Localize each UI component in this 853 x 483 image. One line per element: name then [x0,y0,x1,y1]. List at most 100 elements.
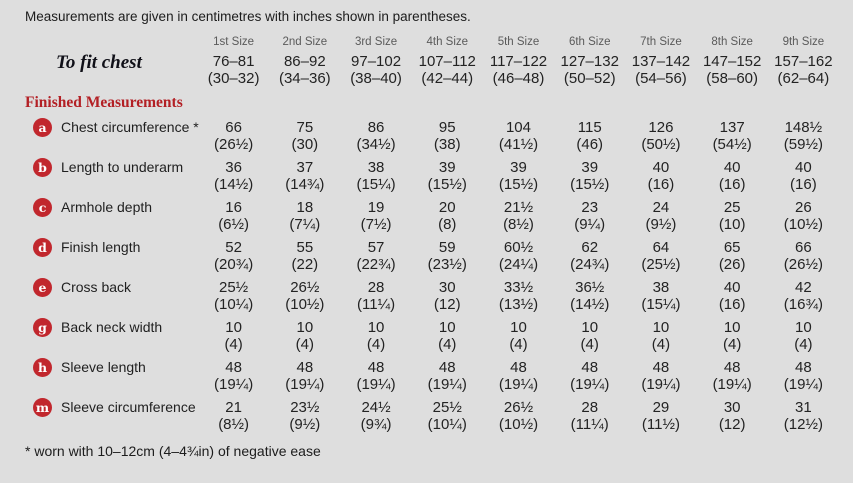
table-row: b Length to underarm 36 (14½) 37 (14¾) 38 (15¼)… [0,158,853,193]
inch-value: (19¼) [570,376,610,393]
cm-value: 10 [296,319,314,336]
cm-value: 40 [723,279,741,296]
inch-value: (7½) [360,216,392,233]
inch-value: (19¼) [214,376,254,393]
row-key-badge: m [33,398,52,417]
finished-measurements-heading: Finished Measurements [25,94,183,111]
inch-value: (30) [291,136,319,153]
inch-value: (13½) [498,296,539,313]
inch-value: (4) [366,336,386,353]
inch-value: (4) [438,336,457,353]
row-key-badge: e [33,278,52,297]
table-row: e Cross back 25½ (10¼) 26½ (10½) 28 (11¼) 30 (12)… [0,278,853,313]
value-cell: 25 (10) [697,199,768,233]
cm-value: 23 [581,199,599,216]
cm-value: 36½ [575,279,605,296]
cm-value: 39 [581,159,599,176]
value-cell: 23 (9¼) [554,199,625,233]
size-header: 7th Size [640,36,682,48]
size-header-row: 1st Size 2nd Size 3rd Size 4th Size 5th Size… [0,35,853,49]
value-cell: 39 (15½) [554,159,625,193]
cm-value: 10 [510,319,527,336]
to-fit-cell: 117–122 (46–48) [483,53,554,87]
value-cell: 75 (30) [269,119,340,153]
cm-value: 157–162 [774,53,833,70]
inch-value: (24¾) [570,256,610,273]
cm-value: 39 [510,159,527,176]
table-row: h Sleeve length 48 (19¼) 48 (19¼) 48 (19¼) 48 (19… [0,358,853,393]
measurement-rows: a Chest circumference * 66 (26½) 75 (30) 86 (34… [0,118,853,433]
inch-value: (50½) [641,136,681,153]
inch-value: (26) [718,256,746,273]
value-cell: 65 (26) [697,239,768,273]
cm-value: 28 [367,279,385,296]
cm-value: 115 [577,119,602,136]
inch-value: (46) [576,136,604,153]
inch-value: (24¼) [498,256,539,273]
value-cell: 10 (4) [625,319,696,353]
value-cell: 38 (15¼) [340,159,411,193]
cm-value: 126 [648,119,674,136]
value-cell: 40 (16) [697,279,768,313]
cm-value: 48 [510,359,527,376]
cm-value: 21½ [503,199,534,216]
value-cell: 60½ (24¼) [483,239,554,273]
row-label: Sleeve circumference [61,399,196,415]
inch-value: (4) [722,336,742,353]
cm-value: 76–81 [212,53,255,70]
cm-value: 10 [581,319,599,336]
size-header: 2nd Size [282,36,328,48]
cm-value: 86–92 [283,53,326,70]
row-label: Sleeve length [61,359,146,375]
value-cell: 23½ (9½) [269,399,340,433]
inch-value: (19¼) [783,376,823,393]
cm-value: 55 [296,239,314,256]
value-cell: 48 (19¼) [198,359,269,393]
row-key-badge: c [33,198,52,217]
cm-value: 16 [225,199,242,216]
inch-value: (19¼) [641,376,681,393]
value-cell: 126 (50½) [625,119,696,153]
cm-value: 40 [723,159,741,176]
table-row: m Sleeve circumference 21 (8½) 23½ (9½) 24½ (9¾… [0,398,853,433]
top-note: Measurements are given in centimetres wi… [25,9,471,24]
to-fit-cell: 86–92 (34–36) [269,53,340,87]
value-cell: 21 (8½) [198,399,269,433]
row-label: Length to underarm [61,159,184,175]
inch-value: (12½) [783,416,823,433]
inch-value: (41½) [498,136,539,153]
value-cell: 48 (19¼) [340,359,411,393]
size-header: 8th Size [711,36,753,48]
inch-value: (54½) [712,136,752,153]
inch-value: (6½) [218,216,250,233]
inch-value: (19¼) [498,376,539,393]
inch-value: (10½) [783,216,823,233]
inch-value: (16¾) [783,296,823,313]
value-cell: 10 (4) [198,319,269,353]
cm-value: 59 [438,239,456,256]
value-cell: 26 (10½) [768,199,839,233]
cm-value: 19 [367,199,385,216]
inch-value: (4) [509,336,528,353]
inch-value: (16) [718,296,746,313]
value-cell: 31 (12½) [768,399,839,433]
cm-value: 86 [367,119,385,136]
inch-value: (26½) [214,136,254,153]
value-cell: 20 (8) [412,199,483,233]
value-cell: 48 (19¼) [269,359,340,393]
inch-value: (4) [295,336,314,353]
inch-value: (14½) [570,296,610,313]
row-label-cell: h Sleeve length [16,358,198,377]
cm-value: 33½ [503,279,534,296]
cm-value: 21 [225,399,242,416]
table-row: d Finish length 52 (20¾) 55 (22) 57 (22¾) 59 (23½… [0,238,853,273]
inch-value: (15½) [427,176,467,193]
cm-value: 117–122 [489,53,548,70]
inch-value: (10¼) [214,296,254,313]
size-header: 4th Size [426,36,469,48]
value-cell: 42 (16¾) [768,279,839,313]
cm-value: 37 [296,159,314,176]
value-cell: 66 (26½) [198,119,269,153]
inch-value: (12) [718,416,746,433]
